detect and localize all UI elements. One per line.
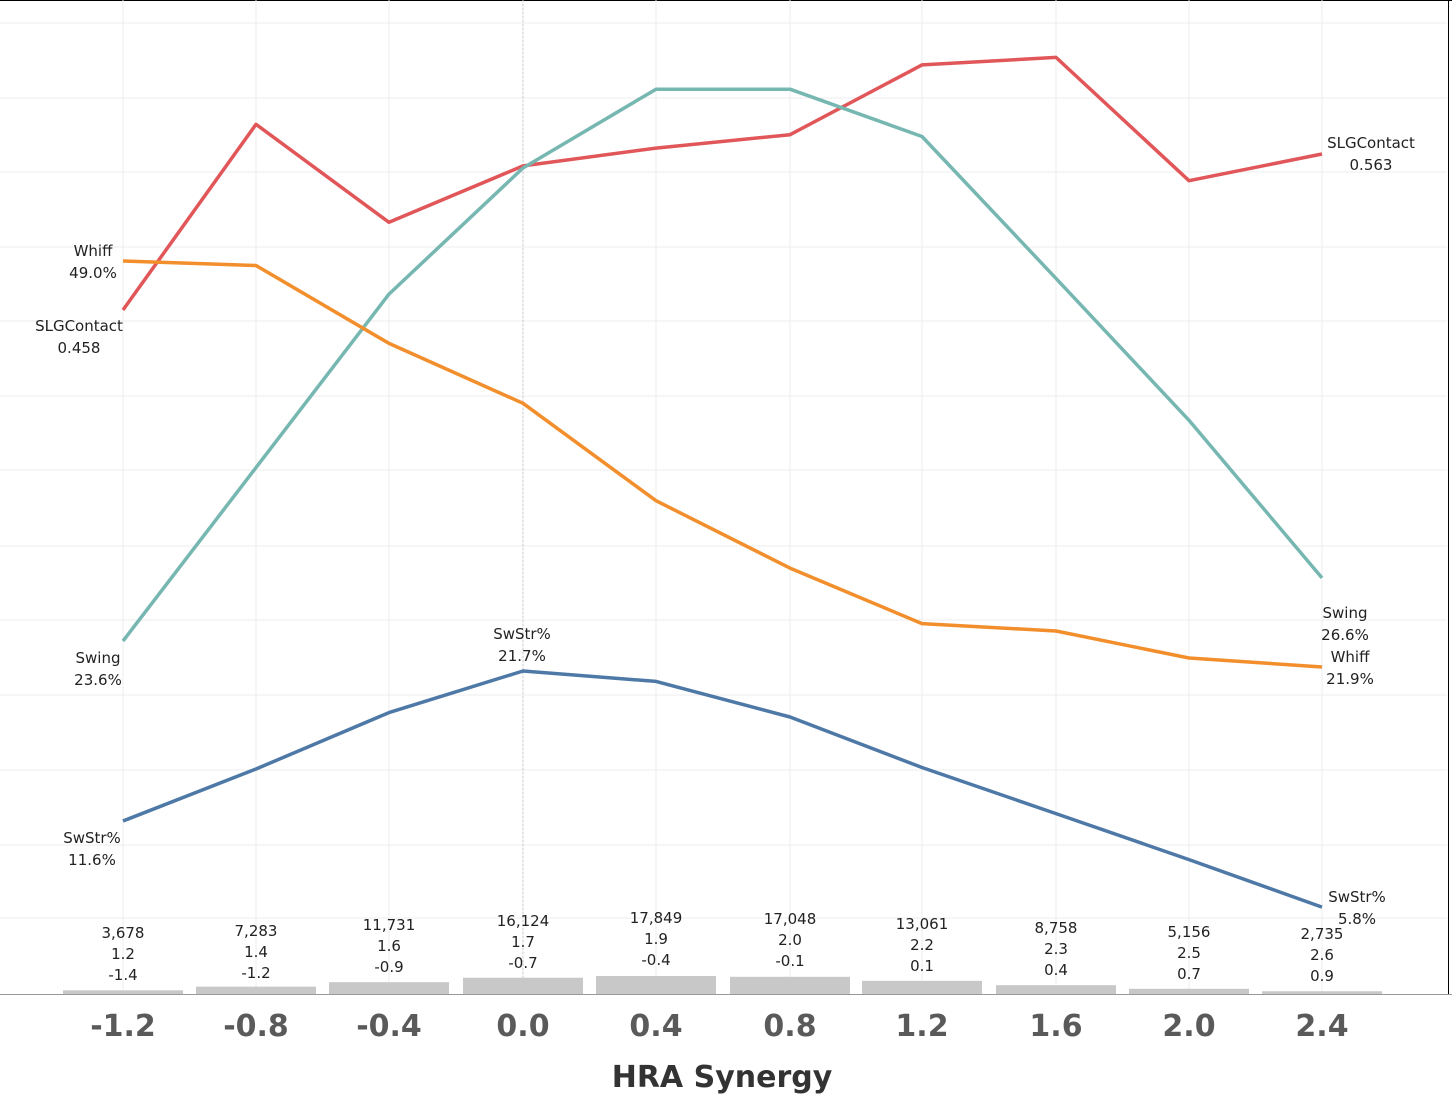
bar-label: 11,731 [363,916,416,934]
series-line-slgcontact [121,55,1323,312]
bar-label: 0.4 [1044,961,1068,979]
count-bar [196,986,316,994]
series-line-whiff [122,259,1323,669]
x-tick-label: -0.4 [356,1009,422,1044]
swstr-peak-label: SwStr% [493,625,551,643]
slgcontact-end-label: SLGContact [1327,134,1415,152]
count-bar [596,976,716,994]
whiff-start-label: 49.0% [69,264,117,282]
bar-label: -0.7 [508,954,537,972]
bar-label: -0.4 [641,951,670,969]
bar-label: 0.1 [910,957,934,975]
whiff-start-label: Whiff [74,242,114,260]
bar-label: 8,758 [1035,919,1078,937]
bar-labels: 3,678 1.2 -1.4 7,283 1.4 -1.2 11,731 1.6 -0.9 16,… [102,909,1344,985]
count-bar [463,977,583,994]
bar-label: -1.4 [108,966,137,984]
bar-label: 2,735 [1301,925,1344,943]
whiff-end-label: Whiff [1331,648,1371,666]
count-bar [996,985,1116,994]
bar-label: 1.7 [511,933,535,951]
bar-label: 2.3 [1044,940,1068,958]
bar-label: 2.6 [1310,946,1334,964]
bar-label: 16,124 [497,912,550,930]
series-line-swing [121,87,1324,643]
bar-label: 0.9 [1310,967,1334,985]
line-labels: Whiff 49.0% SLGContact 0.458 Swing 23.6% SwStr… [35,134,1415,928]
x-tick-label: 1.2 [895,1009,948,1044]
count-bar [1129,988,1249,994]
swing-start-label: 23.6% [74,671,122,689]
swing-end-label: 26.6% [1321,626,1369,644]
series-line-swstrpct [122,669,1323,909]
bar-label: -0.9 [374,958,403,976]
swstr-end-label: SwStr% [1328,888,1386,906]
x-tick-label: 0.0 [496,1009,549,1044]
bar-label: 0.7 [1177,965,1201,983]
swing-start-label: Swing [76,649,121,667]
bar-label: 1.9 [644,930,668,948]
bar-label: 2.5 [1177,944,1201,962]
bar-label: 1.4 [244,943,268,961]
x-tick-label: -1.2 [90,1009,156,1044]
slgcontact-end-label: 0.563 [1350,156,1393,174]
bar-label: 17,849 [630,909,683,927]
bar-label: -0.1 [775,952,804,970]
x-axis-title: HRA Synergy [612,1060,833,1095]
bar-label: 13,061 [896,915,949,933]
swstr-start-label: SwStr% [63,829,121,847]
x-tick-label: 1.6 [1029,1009,1082,1044]
swing-end-label: Swing [1323,604,1368,622]
bar-label: 17,048 [764,910,817,928]
bar-label: 2.2 [910,936,934,954]
series-lines [121,55,1324,909]
bar-label: 1.2 [111,945,135,963]
count-bar [862,980,982,994]
count-bar [329,982,449,994]
bar-label: 1.6 [377,937,401,955]
slgcontact-start-label: SLGContact [35,317,123,335]
slgcontact-start-label: 0.458 [58,339,101,357]
bar-label: 5,156 [1168,923,1211,941]
bar-label: 2.0 [778,931,802,949]
swstr-peak-label: 21.7% [498,647,546,665]
swstr-start-label: 11.6% [68,851,116,869]
x-tick-label: 0.4 [629,1009,682,1044]
gridlines [0,0,1452,995]
x-tick-label: -0.8 [223,1009,289,1044]
bar-label: -1.2 [241,964,270,982]
swstr-end-label: 5.8% [1338,910,1376,928]
x-tick-label: 2.4 [1295,1009,1348,1044]
count-bar [63,990,183,994]
x-axis-ticks: -1.2 -0.8 -0.4 0.0 0.4 0.8 1.2 1.6 2.0 2.4 [90,1009,1348,1044]
whiff-end-label: 21.9% [1326,670,1374,688]
x-tick-label: 0.8 [763,1009,816,1044]
x-tick-label: 2.0 [1162,1009,1215,1044]
count-bar [730,976,850,994]
count-bars [63,976,1382,994]
count-bar [1262,991,1382,994]
bar-label: 7,283 [235,922,278,940]
bar-label: 3,678 [102,924,145,942]
